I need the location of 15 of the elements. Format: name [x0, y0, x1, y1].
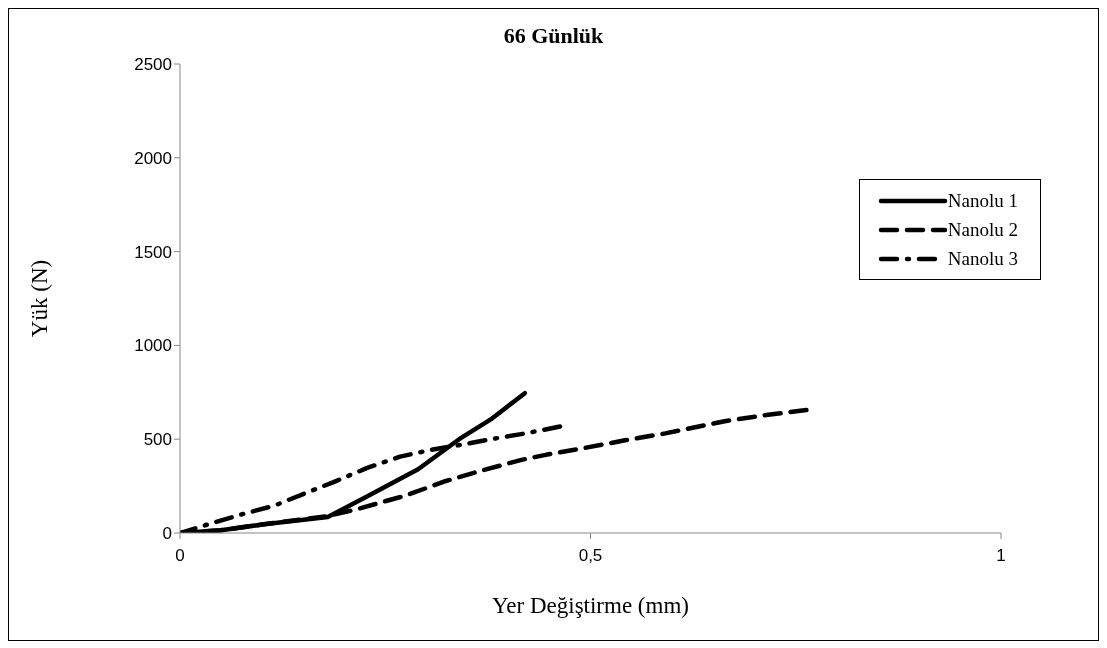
x-tick-label: 1	[996, 546, 1006, 566]
y-tick-label: 0	[162, 524, 172, 544]
legend-label: Nanolu 2	[947, 218, 1018, 241]
legend-label: Nanolu 3	[947, 247, 1018, 270]
x-tick-label: 0,5	[578, 546, 603, 566]
x-axis-title: Yer Değiştirme (mm)	[492, 593, 689, 618]
y-tick-label: 500	[143, 430, 172, 450]
y-tick-label: 2000	[134, 148, 172, 168]
y-axis-title: Yük (N)	[27, 259, 53, 338]
chart-title: 66 Günlük	[502, 23, 605, 49]
x-tick-label: 0	[175, 546, 185, 566]
y-tick-label: 1500	[134, 242, 172, 262]
legend-label: Nanolu 1	[947, 189, 1018, 212]
y-tick-label: 2500	[134, 55, 172, 75]
y-tick-label: 1000	[134, 336, 172, 356]
